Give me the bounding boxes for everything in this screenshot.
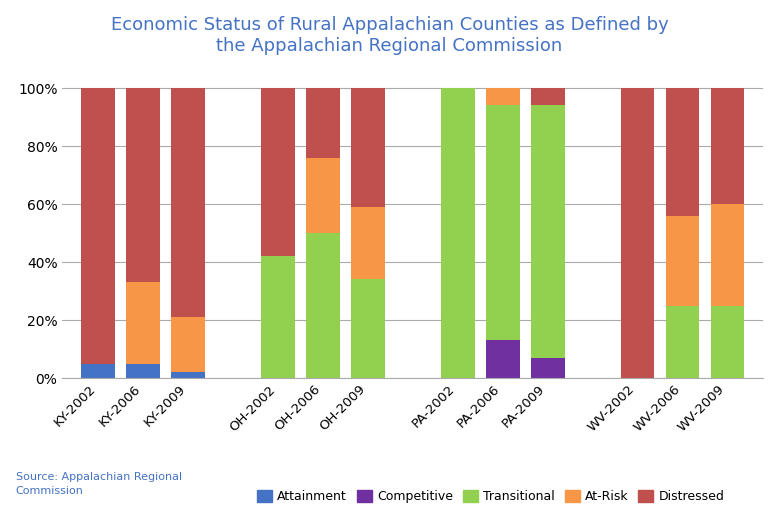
Bar [621, 88, 654, 378]
Bar [710, 88, 744, 204]
Bar [261, 256, 295, 378]
Bar [171, 88, 205, 317]
Bar [710, 306, 744, 378]
Bar [261, 88, 295, 256]
Bar [710, 204, 744, 306]
Bar [82, 88, 115, 363]
Bar [486, 106, 520, 340]
Bar [351, 279, 385, 378]
Bar [82, 363, 115, 378]
Text: Source: Appalachian Regional
Commission: Source: Appalachian Regional Commission [16, 472, 182, 496]
Bar [306, 88, 340, 158]
Bar [486, 88, 520, 106]
Bar [171, 317, 205, 372]
Bar [351, 88, 385, 207]
Bar [306, 158, 340, 233]
Bar [126, 88, 160, 282]
Bar [441, 88, 474, 378]
Bar [171, 372, 205, 378]
Bar [351, 207, 385, 279]
Legend: Attainment, Competitive, Transitional, At-Risk, Distressed: Attainment, Competitive, Transitional, A… [252, 485, 729, 508]
Text: Economic Status of Rural Appalachian Counties as Defined by
the Appalachian Regi: Economic Status of Rural Appalachian Cou… [111, 16, 668, 55]
Bar [666, 306, 700, 378]
Bar [126, 282, 160, 363]
Bar [666, 88, 700, 216]
Bar [530, 106, 565, 358]
Bar [306, 233, 340, 378]
Bar [530, 358, 565, 378]
Bar [486, 340, 520, 378]
Bar [530, 88, 565, 106]
Bar [126, 363, 160, 378]
Bar [666, 216, 700, 306]
